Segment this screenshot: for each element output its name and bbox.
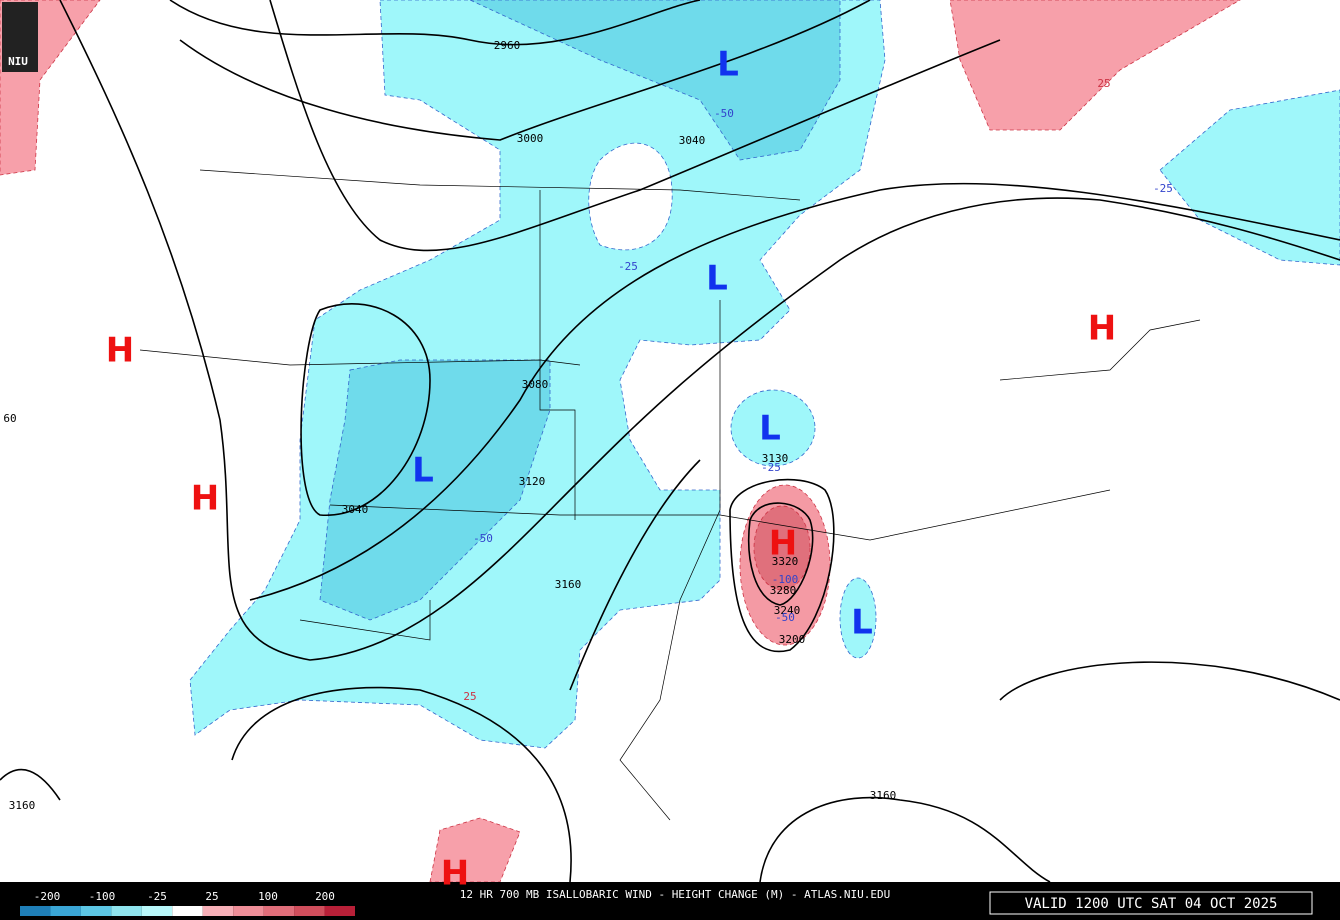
height-label: 3160: [555, 578, 582, 591]
change-label: -25: [618, 260, 638, 273]
change-label: -25: [761, 461, 781, 474]
legend-label: 200: [315, 890, 335, 903]
height-label: 3040: [342, 503, 369, 516]
height-label: 3080: [522, 378, 549, 391]
height-label: 3320: [772, 555, 799, 568]
change-label: -50: [775, 611, 795, 624]
high-center: H: [191, 479, 219, 519]
legend-swatch: [294, 906, 325, 916]
low-center: L: [706, 259, 728, 299]
change-label: 25: [1097, 77, 1110, 90]
legend-swatch: [202, 906, 234, 916]
legend-swatch: [20, 906, 51, 916]
legend-swatch: [141, 906, 173, 916]
height-label: 2960: [494, 39, 521, 52]
footer-title: 12 HR 700 MB ISALLOBARIC WIND - HEIGHT C…: [460, 888, 890, 901]
change-label: -50: [473, 532, 493, 545]
low-center: L: [412, 451, 434, 491]
legend-swatch: [233, 906, 264, 916]
legend-label: 25: [205, 890, 218, 903]
legend-swatch: [80, 906, 112, 916]
height-label: 3120: [519, 475, 546, 488]
change-label: -50: [714, 107, 734, 120]
legend-swatch: [263, 906, 295, 916]
height-label: 3160: [9, 799, 36, 812]
valid-time: VALID 1200 UTC SAT 04 OCT 2025: [1025, 896, 1278, 912]
boundaries: [139, 169, 1201, 821]
height-label: 3160: [870, 789, 897, 802]
legend-swatch: [50, 906, 81, 916]
high-center: H: [106, 331, 134, 371]
change-label: 25: [463, 690, 476, 703]
legend-label: -25: [147, 890, 167, 903]
legend-swatch: [111, 906, 142, 916]
logo-box: [2, 2, 38, 72]
height-label: 3200: [779, 633, 806, 646]
change-label: -100: [772, 573, 799, 586]
high-center: H: [769, 524, 797, 564]
change-label: -25: [1153, 182, 1173, 195]
height-label: 3280: [770, 584, 797, 597]
legend-label: 100: [258, 890, 278, 903]
shading: [189, 0, 1340, 749]
high-center: H: [441, 854, 469, 894]
height-contours: [0, 0, 1340, 883]
legend-label: -200: [34, 890, 61, 903]
height-label: 3240: [774, 604, 801, 617]
low-center: L: [851, 603, 873, 643]
height-label: 3040: [679, 134, 706, 147]
height-label: 60: [3, 412, 16, 425]
logo-text: NIU: [8, 55, 28, 68]
low-center: L: [717, 45, 739, 85]
height-label: 3130: [762, 452, 789, 465]
height-label: 3000: [517, 132, 544, 145]
legend-swatch: [324, 906, 355, 916]
high-center: H: [1088, 309, 1116, 349]
low-center: L: [759, 409, 781, 449]
positive-shading: [0, 0, 1241, 883]
legend-swatch: [172, 906, 203, 916]
valid-box: [989, 891, 1313, 915]
legend-label: -100: [89, 890, 116, 903]
